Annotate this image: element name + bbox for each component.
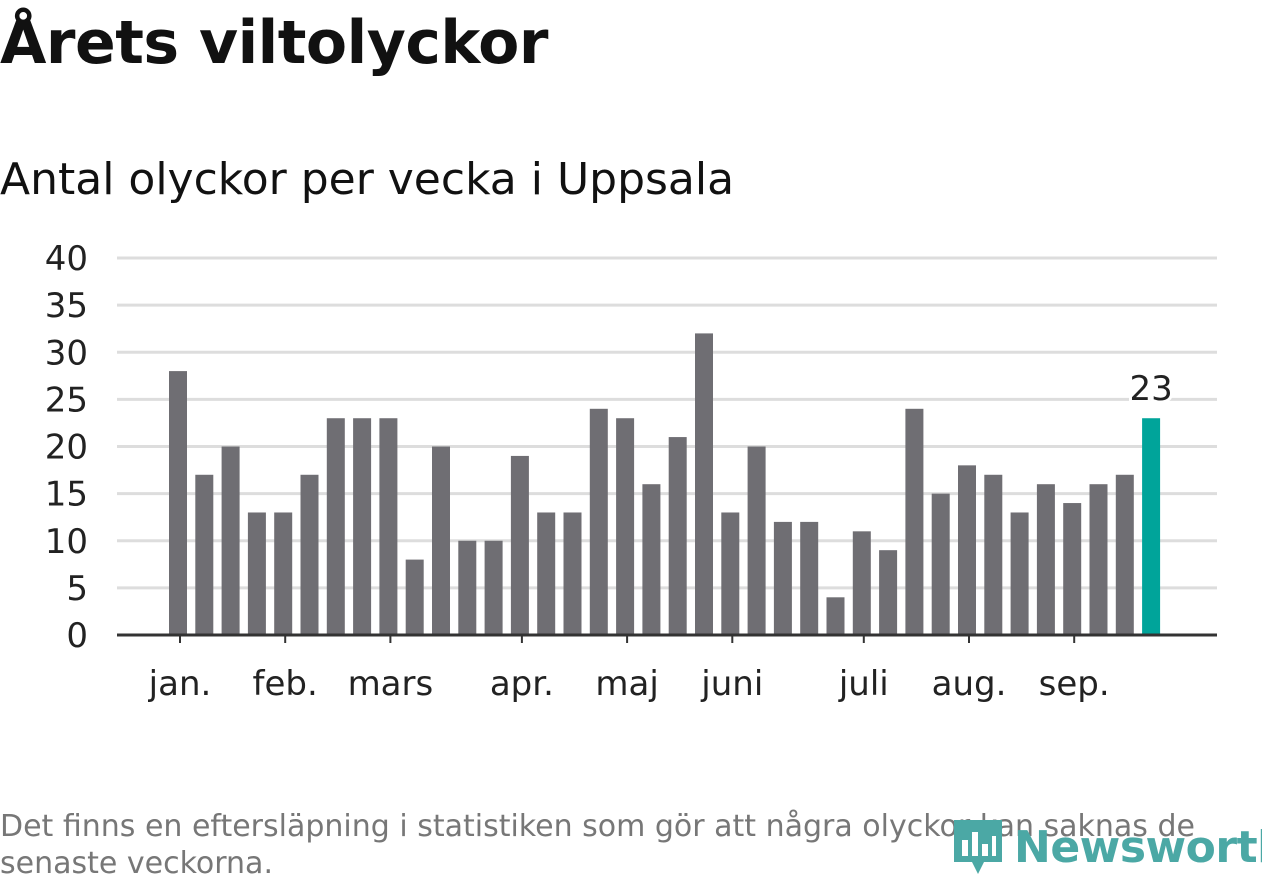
- bar: [379, 418, 398, 635]
- bar: [984, 474, 1003, 635]
- x-axis-ticks: jan. feb. mars apr. maj juni juli aug. sep.: [148, 635, 1110, 704]
- bar: [405, 559, 424, 635]
- bar: [616, 418, 635, 635]
- bar: [800, 521, 819, 635]
- y-tick-label: 5: [66, 569, 88, 609]
- bar: [589, 408, 608, 635]
- y-tick-label: 25: [45, 380, 88, 420]
- bar: [642, 484, 661, 635]
- bar: [826, 597, 845, 635]
- x-tick-label: jan.: [148, 664, 212, 704]
- bar: [458, 540, 477, 635]
- x-tick-label: maj: [595, 664, 658, 704]
- bar: [905, 408, 924, 635]
- y-tick-label: 0: [66, 616, 88, 656]
- bar: [195, 474, 214, 635]
- bar: [695, 333, 713, 635]
- bar: [879, 550, 898, 635]
- x-tick-label: mars: [348, 664, 434, 704]
- y-tick-label: 10: [45, 522, 88, 562]
- bar: [432, 446, 450, 635]
- bars: [169, 333, 1161, 635]
- bar: [300, 474, 319, 635]
- bar: [1115, 474, 1134, 635]
- newsworthy-logo: Newsworthy: [950, 814, 1262, 880]
- bar: [931, 493, 950, 635]
- x-tick-label: aug.: [932, 664, 1007, 704]
- bar: [274, 512, 293, 635]
- x-tick-label: feb.: [253, 664, 318, 704]
- bar: [484, 540, 503, 635]
- bar: [958, 465, 976, 635]
- bar: [247, 512, 266, 635]
- highlight-data-label: 23: [1129, 369, 1172, 409]
- bar: [326, 418, 345, 635]
- bar: [668, 437, 687, 635]
- bar: [510, 455, 529, 635]
- bar: [773, 521, 792, 635]
- newsworthy-logo-icon: [954, 820, 1002, 874]
- bar: [1010, 512, 1029, 635]
- y-tick-label: 35: [45, 286, 88, 326]
- y-tick-label: 20: [45, 428, 88, 468]
- y-tick-label: 30: [45, 333, 88, 373]
- data-labels: 23: [1126, 366, 1175, 412]
- bar: [221, 446, 240, 635]
- bar: [1036, 484, 1055, 635]
- y-tick-label: 15: [45, 475, 88, 515]
- bar: [537, 512, 556, 635]
- x-tick-label: juni: [700, 664, 763, 704]
- chart-subtitle: Antal olyckor per vecka i Uppsala: [0, 154, 735, 205]
- x-tick-label: sep.: [1039, 664, 1110, 704]
- bar: [747, 446, 766, 635]
- gridlines: [117, 256, 1217, 590]
- x-tick-label: juli: [838, 664, 889, 704]
- bar: [852, 531, 871, 635]
- x-tick-label: apr.: [490, 664, 554, 704]
- bar: [353, 418, 372, 635]
- bar: [563, 512, 582, 635]
- bar: [169, 371, 187, 635]
- bar-highlight: [1142, 418, 1161, 635]
- bar: [721, 512, 740, 635]
- y-tick-label: 40: [45, 239, 88, 279]
- chart-title: Årets viltolyckor: [0, 8, 549, 78]
- bar: [1089, 484, 1108, 635]
- bar-chart: 0 5 10 15 20 25 30 35 40 jan. feb. mars apr. maj juni…: [45, 239, 1217, 704]
- y-axis-ticks: 0 5 10 15 20 25 30 35 40: [45, 239, 88, 656]
- bar: [1063, 503, 1082, 635]
- newsworthy-logo-text: Newsworthy: [1014, 821, 1262, 873]
